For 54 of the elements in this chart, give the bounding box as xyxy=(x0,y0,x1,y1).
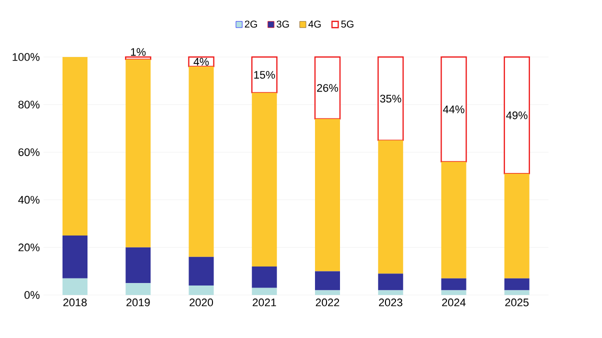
y-tick-label: 60% xyxy=(18,148,40,156)
x-tick-label: 2021 xyxy=(252,298,276,306)
data-label: 4% xyxy=(194,58,209,66)
y-tick-label: 80% xyxy=(18,100,40,108)
bar xyxy=(441,278,466,290)
bar xyxy=(252,266,277,288)
data-label: 15% xyxy=(254,71,275,79)
bar xyxy=(188,285,214,295)
y-tick-label: 40% xyxy=(18,196,40,204)
legend-label: 3G xyxy=(276,20,289,28)
y-tick-label: 20% xyxy=(18,244,40,252)
bar xyxy=(314,56,341,120)
legend-label: 5G xyxy=(341,20,354,28)
bar xyxy=(314,271,340,290)
bar xyxy=(378,56,404,141)
x-tick-label: 2025 xyxy=(505,298,529,306)
bar xyxy=(441,290,466,295)
x-tick-label: 2024 xyxy=(442,298,466,306)
bar xyxy=(188,256,214,286)
bar xyxy=(504,174,530,278)
bar xyxy=(504,56,530,174)
bar xyxy=(252,92,277,266)
bar xyxy=(252,288,277,295)
bar xyxy=(440,56,467,162)
bar xyxy=(314,290,340,295)
bar xyxy=(126,283,151,295)
bar xyxy=(62,236,88,278)
bar xyxy=(441,162,466,278)
bar xyxy=(126,247,151,284)
x-tick-label: 2019 xyxy=(126,298,150,306)
data-label: 44% xyxy=(443,106,464,114)
x-tick-label: 2023 xyxy=(378,298,402,306)
data-label: 35% xyxy=(380,94,402,103)
bar xyxy=(126,59,151,248)
bar xyxy=(378,140,404,274)
bar xyxy=(378,290,404,295)
legend-label: 4G xyxy=(308,20,321,28)
bar xyxy=(504,290,530,295)
x-tick-label: 2022 xyxy=(316,298,340,306)
bar xyxy=(251,56,278,94)
x-tick-label: 2018 xyxy=(63,298,87,306)
data-label: 49% xyxy=(506,111,528,120)
bar xyxy=(378,274,404,290)
bar xyxy=(188,66,214,257)
data-label: 26% xyxy=(317,84,338,92)
legend-label: 2G xyxy=(244,20,257,28)
y-tick-label: 0% xyxy=(24,291,40,299)
bar xyxy=(314,118,340,272)
bar xyxy=(62,56,88,236)
bar xyxy=(62,278,88,295)
data-label: 1% xyxy=(131,48,146,56)
bar xyxy=(504,278,530,290)
x-tick-label: 2020 xyxy=(190,298,213,306)
y-tick-label: 100% xyxy=(12,53,40,61)
